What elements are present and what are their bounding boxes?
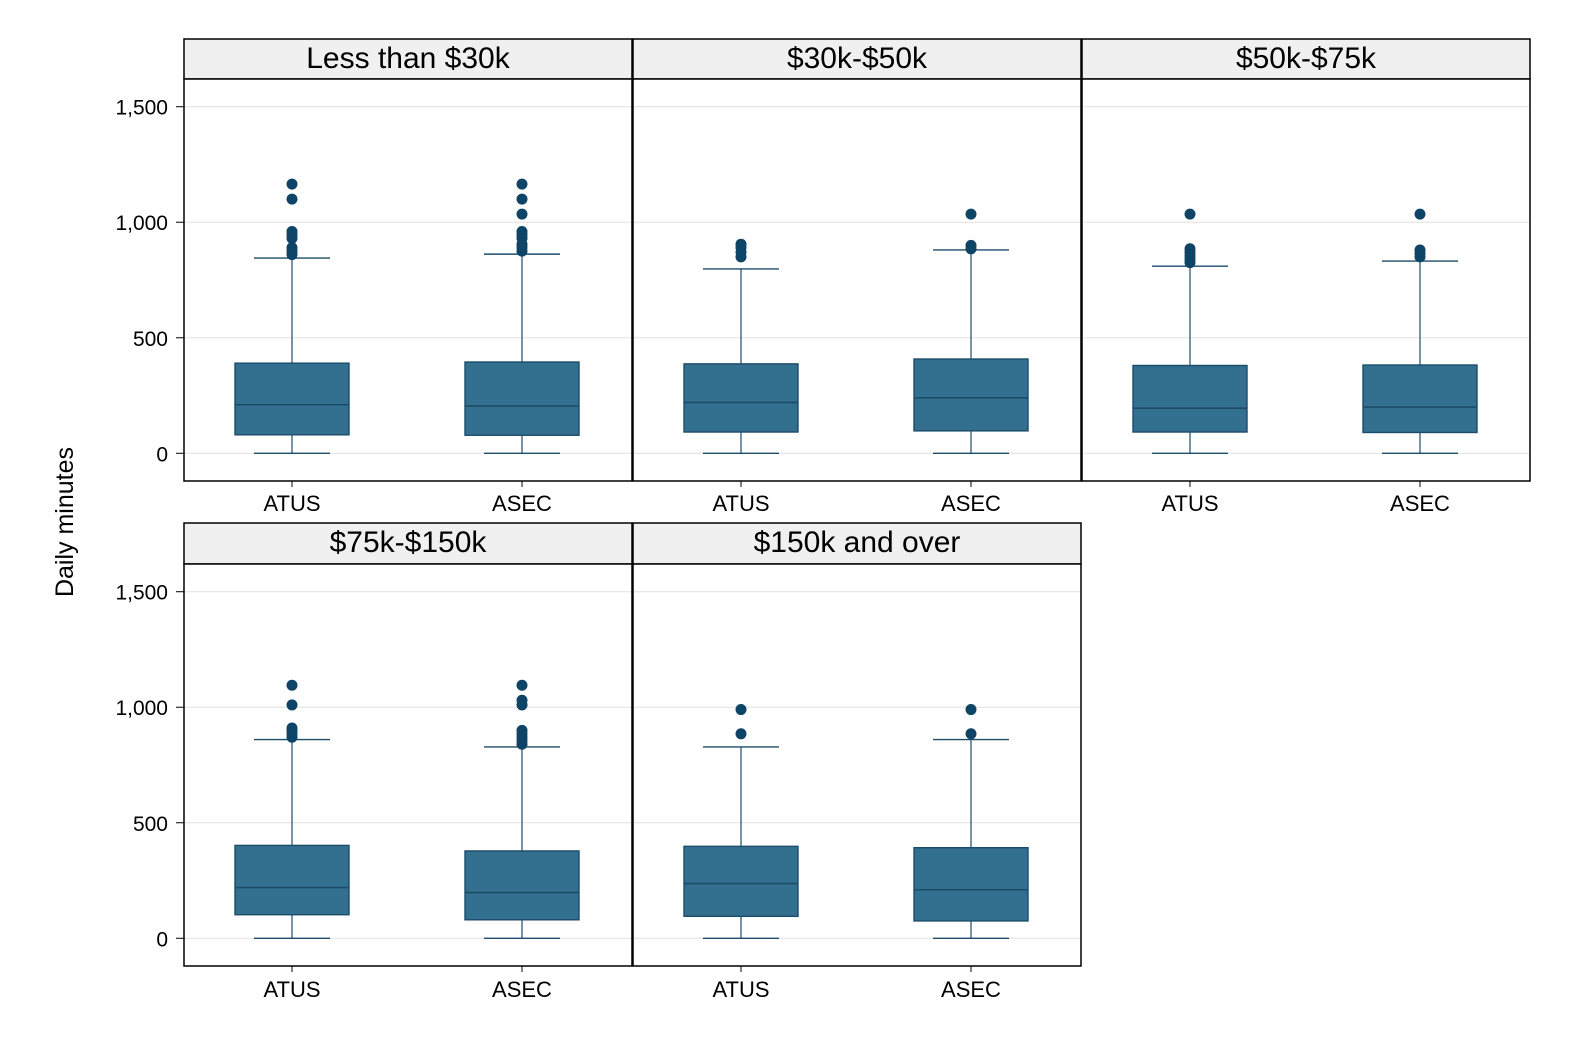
outlier-point (286, 225, 298, 237)
y-tick-label: 0 (156, 928, 168, 951)
category-label: ATUS (712, 491, 769, 516)
y-tick-label: 1,000 (115, 212, 168, 235)
category-label: ATUS (1161, 491, 1218, 516)
panel-title: $75k-$150k (330, 526, 488, 559)
box-iqr (234, 844, 350, 916)
category-label: ATUS (263, 491, 320, 516)
panel-1: Less than $30k 0 500 1,000 1,500 ATUS ASEC (115, 38, 633, 516)
outlier-point (286, 178, 298, 190)
y-tick-label: 500 (133, 813, 168, 836)
outlier-point (1414, 244, 1426, 256)
panel-strip (1081, 38, 1531, 80)
panel-2: $30k-$50k ATUS ASEC (632, 38, 1082, 516)
panel-title: $150k and over (754, 526, 961, 559)
panel-3: $50k-$75k ATUS ASEC (1081, 38, 1531, 516)
box-iqr (464, 850, 580, 921)
outlier-point (286, 679, 298, 691)
outlier-point (286, 193, 298, 205)
category-label: ASEC (1390, 491, 1450, 516)
outlier-point (965, 704, 977, 716)
y-tick-label: 1,000 (115, 697, 168, 720)
category-label: ASEC (941, 491, 1001, 516)
panel-strip (632, 522, 1082, 565)
panel-strip (183, 522, 633, 565)
outlier-point (1184, 243, 1196, 255)
outlier-point (516, 724, 528, 736)
category-label: ATUS (712, 977, 769, 1002)
category-label: ATUS (263, 977, 320, 1002)
box-iqr (913, 358, 1029, 432)
outlier-point (516, 208, 528, 220)
y-tick-label: 1,500 (115, 582, 168, 605)
outlier-point (286, 242, 298, 254)
outlier-point (516, 694, 528, 706)
outlier-point (516, 679, 528, 691)
y-tick-label: 1,500 (115, 97, 168, 120)
outlier-point (516, 225, 528, 237)
box-iqr (1132, 364, 1248, 433)
box-iqr (683, 845, 799, 918)
panel-5: $150k and over ATUS ASEC (632, 522, 1082, 1002)
outlier-point (516, 178, 528, 190)
y-tick-label: 0 (156, 443, 168, 466)
panel-strip (183, 38, 633, 80)
outlier-point (965, 208, 977, 220)
y-axis-label: Daily minutes (51, 447, 79, 597)
outlier-point (735, 238, 747, 250)
outlier-point (965, 239, 977, 251)
outlier-point (1414, 208, 1426, 220)
outlier-point (1184, 208, 1196, 220)
box-iqr (1362, 364, 1478, 434)
category-label: ASEC (492, 977, 552, 1002)
outlier-point (965, 728, 977, 740)
panel-title: $30k-$50k (787, 42, 928, 75)
panel-strip (632, 38, 1082, 80)
box-iqr (913, 847, 1029, 922)
panel-title: Less than $30k (306, 42, 510, 75)
outlier-point (516, 193, 528, 205)
panel-4: $75k-$150k 0 500 1,000 1,500 ATUS ASEC (115, 522, 633, 1002)
outlier-point (286, 722, 298, 734)
category-label: ASEC (492, 491, 552, 516)
box-iqr (234, 362, 350, 436)
box-iqr (464, 361, 580, 436)
y-tick-label: 500 (133, 328, 168, 351)
outlier-point (735, 728, 747, 740)
category-label: ASEC (941, 977, 1001, 1002)
outlier-point (735, 704, 747, 716)
outlier-point (286, 699, 298, 711)
box-iqr (683, 363, 799, 433)
panel-title: $50k-$75k (1236, 42, 1377, 75)
